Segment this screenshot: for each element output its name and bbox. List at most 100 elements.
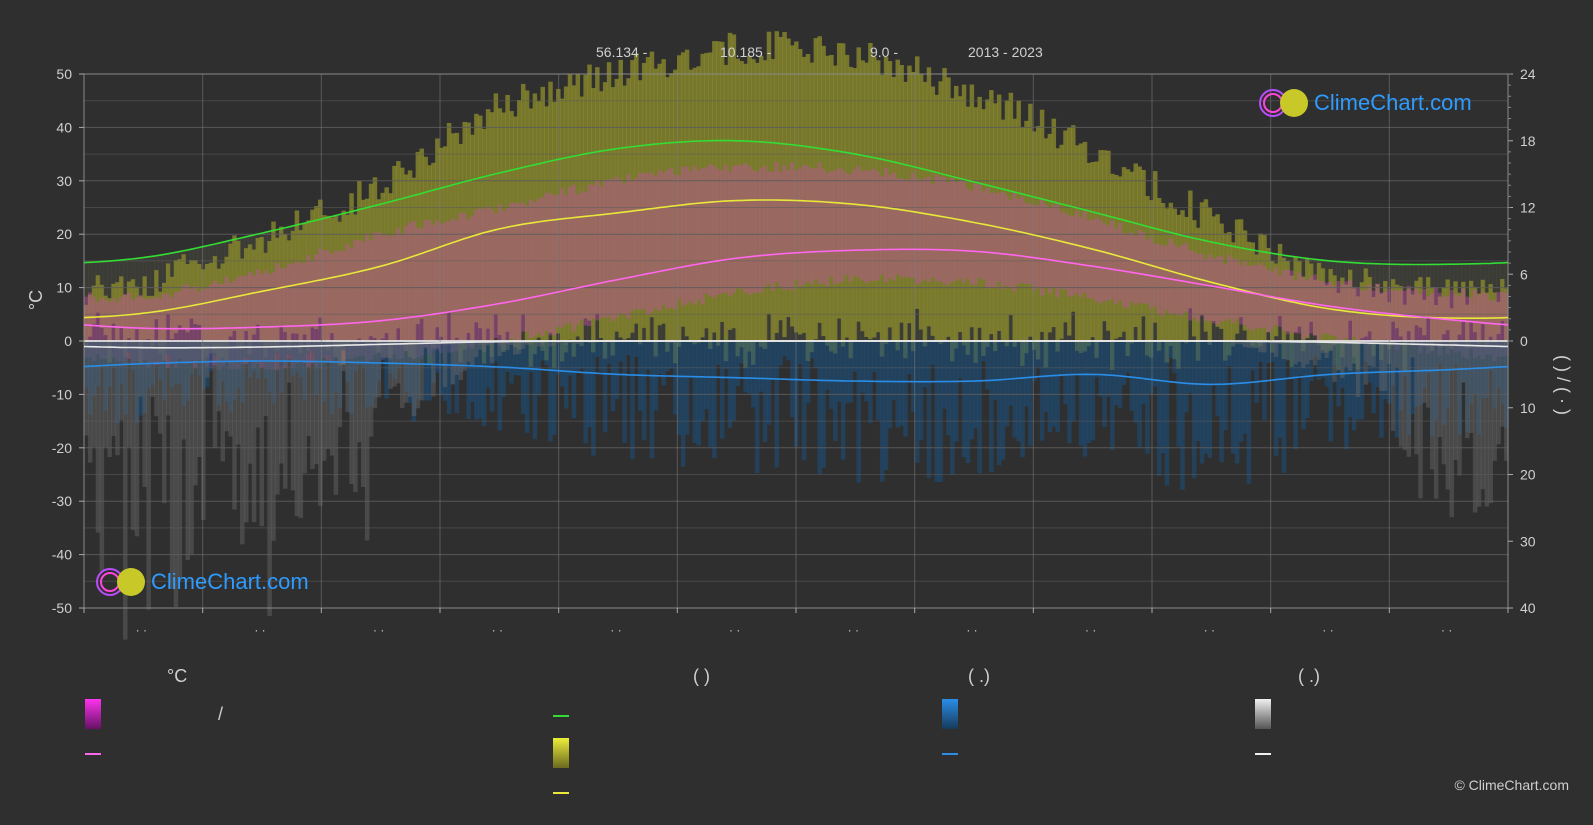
rain-bar [641, 341, 647, 440]
sunshine-bar [286, 240, 292, 350]
temp-range-bar [735, 164, 741, 288]
sunshine-bar [708, 52, 713, 349]
rain-bar [419, 341, 425, 360]
temp-range-bar [450, 218, 456, 353]
sunshine-bar [474, 113, 479, 323]
climechart-logo-top[interactable]: ClimeChart.com [1258, 86, 1498, 120]
sunshine-bar [1367, 277, 1373, 332]
temp-range-bar [1340, 284, 1345, 342]
rain-bar [829, 341, 834, 409]
sunshine-bar [1152, 171, 1158, 323]
sunshine-bar [185, 264, 190, 333]
snow-bar [1390, 341, 1396, 431]
temp-range-bar [891, 172, 897, 281]
sunshine-bar [914, 56, 920, 309]
temp-range-bar [224, 276, 229, 361]
rain-bar [318, 341, 323, 370]
sunshine-bar [696, 66, 702, 343]
temp-range-bar [1238, 265, 1244, 325]
snow-bar [1344, 341, 1349, 367]
temp-range-bar [790, 162, 795, 291]
snow-bar [368, 341, 374, 437]
rain-bar [918, 341, 924, 441]
sunshine-bar [1437, 296, 1443, 348]
right-tick-label: 10 [1520, 400, 1536, 416]
sunshine-bar [1250, 242, 1256, 346]
temp-range-bar [1246, 266, 1252, 329]
daylight-line [83, 139, 1509, 266]
temp-range-bar [1242, 261, 1248, 326]
snow-bar [267, 341, 272, 617]
rain-bar [1133, 341, 1138, 423]
sunshine-bar [587, 64, 592, 321]
sunshine-bar [1390, 279, 1396, 322]
temp-range-bar [903, 179, 908, 277]
rain-bar [130, 341, 136, 370]
rain-bar [501, 341, 506, 398]
temp-range-bar [1219, 256, 1224, 322]
temp-range-bar [716, 168, 721, 295]
temp-range-bar [1188, 250, 1193, 321]
snow-bar [1273, 341, 1279, 357]
sunshine-bar [1164, 208, 1170, 363]
sunshine-bar [189, 260, 194, 319]
sunshine-bar [212, 256, 218, 353]
sunshine-bar [1488, 284, 1493, 337]
rain-bar [384, 341, 389, 399]
sunshine-bar [1156, 198, 1162, 351]
temp-range-bar [723, 164, 729, 293]
mean-temp-line [83, 248, 1509, 330]
snow-bar [1309, 341, 1314, 360]
rain-bar [1012, 341, 1018, 438]
right-axis-label: ( ) / ( · ) [1553, 355, 1573, 415]
temp-range-bar [454, 220, 460, 352]
temp-range-bar [1465, 296, 1470, 359]
sunshine-bar [716, 41, 721, 346]
sunshine-bar [1160, 203, 1166, 342]
temp-range-bar [181, 285, 187, 364]
temp-range-bar [875, 171, 881, 281]
sunshine-bar [337, 221, 343, 366]
temp-range-bar [1266, 269, 1271, 333]
rain-bar [688, 341, 694, 377]
rain-bar [883, 341, 889, 470]
temp-range-bar [965, 188, 971, 279]
rain-bar [224, 341, 229, 402]
sunshine-bar [126, 281, 132, 339]
left-tick-label: -40 [52, 547, 72, 563]
climechart-logo-bottom[interactable]: ClimeChart.com [95, 565, 335, 599]
rain-bar [1195, 341, 1201, 442]
sunshine-bar [1429, 287, 1435, 351]
legend-temp-slash: / [218, 704, 224, 724]
sunshine-bar [848, 66, 854, 359]
sunshine-bar [302, 223, 307, 335]
rain-bar [208, 341, 214, 372]
daylight-bar [1449, 264, 1454, 341]
rain-bar [610, 341, 616, 412]
rain-bar [142, 341, 148, 414]
temp-range-bar [298, 262, 304, 361]
snow-bar [470, 341, 475, 366]
rain-bar [427, 341, 432, 401]
snow-bar [364, 341, 370, 541]
sunshine-bar [583, 74, 588, 319]
sunshine-bar [887, 61, 893, 328]
rain-bar [700, 341, 705, 422]
rain-bar [84, 341, 89, 388]
sunshine-bar [723, 64, 729, 362]
sunshine-bar [333, 215, 339, 358]
snow-bar [271, 341, 276, 541]
sunshine-bar [1398, 286, 1404, 337]
rain-bar [1312, 341, 1318, 357]
sunshine-bar [665, 77, 670, 352]
rain-bar [1328, 341, 1334, 442]
sunshine-bar [1480, 279, 1486, 325]
rain-bar [1293, 341, 1298, 450]
snow-bar [1258, 341, 1263, 353]
sunshine-bar [1004, 100, 1010, 347]
snow-bar [1457, 341, 1462, 476]
temp-range-bar [879, 176, 885, 275]
rain-bar [123, 341, 128, 415]
sunshine-bar [240, 258, 245, 350]
sunshine-bar [228, 243, 233, 337]
